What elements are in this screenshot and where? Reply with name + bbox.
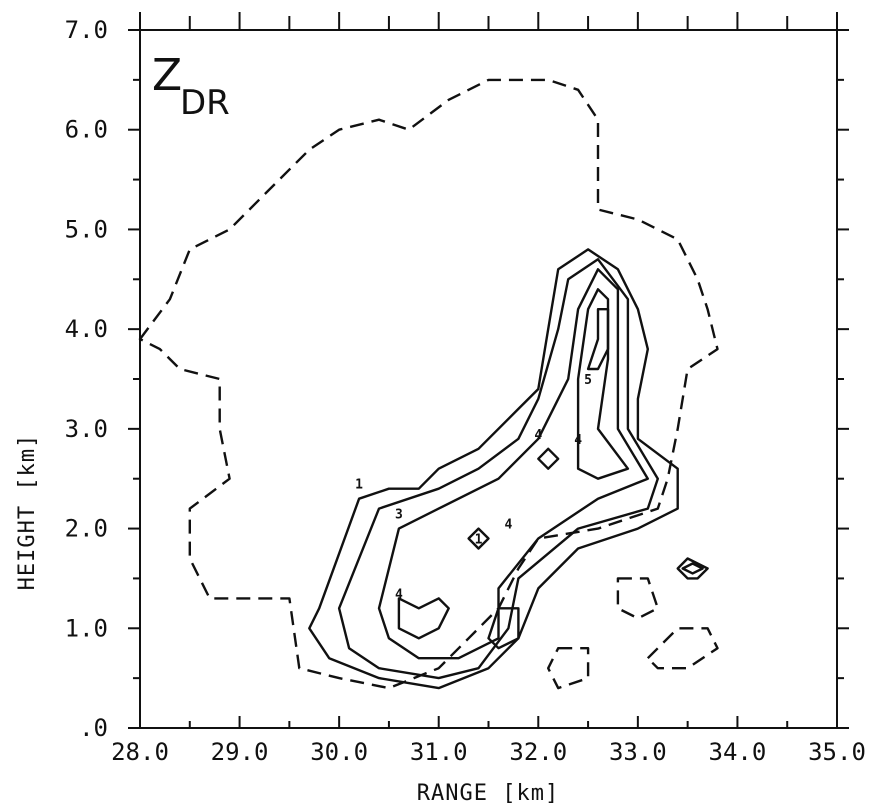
contour-level-0-dashed [646, 627, 719, 670]
contour-level-4-solid [487, 607, 520, 650]
contour-label: 4 [574, 433, 582, 448]
tick-marks [128, 12, 849, 729]
x-tick-label: 30.0 [310, 738, 368, 766]
contour-lines [138, 78, 719, 690]
contour-level-5-solid [681, 562, 704, 575]
contour-level-labels: 1 3 4 1 4 4 4 5 [355, 373, 592, 602]
x-tick-label: 33.0 [609, 738, 667, 766]
contour-label: 4 [534, 428, 542, 443]
x-tick-label: 35.0 [808, 738, 866, 766]
contour-level-3-solid [377, 268, 649, 660]
y-axis-title: HEIGHT [km] [15, 434, 40, 591]
y-tick-label: 3.0 [65, 415, 108, 443]
contour-level-2-solid [337, 258, 659, 680]
contour-level-1-solid [308, 248, 679, 690]
contour-level-0-dashed [616, 577, 659, 620]
y-tick-label: 1.0 [65, 614, 108, 642]
contour-label: 1 [475, 533, 483, 548]
plot-frame [139, 29, 838, 729]
contour-level-4-solid [676, 557, 709, 580]
y-tick-label: 7.0 [65, 16, 108, 44]
contour-level-4-solid [397, 597, 450, 640]
y-tick-label: .0 [79, 714, 108, 742]
y-tick-label: 5.0 [65, 215, 108, 243]
contour-label: 5 [584, 373, 592, 388]
y-tick-label: 4.0 [65, 315, 108, 343]
y-tick-labels: .0 1.0 2.0 3.0 4.0 5.0 6.0 7.0 [65, 16, 108, 742]
x-tick-label: 29.0 [211, 738, 269, 766]
panel-label-main: Z [152, 50, 182, 101]
contour-label: 4 [395, 587, 403, 602]
contour-level-0-dashed [138, 78, 719, 690]
contour-level-0-dashed [547, 647, 590, 690]
contour-level-4-solid [467, 527, 490, 550]
contour-label: 1 [355, 478, 363, 493]
contour-label: 4 [505, 518, 513, 533]
x-tick-label: 31.0 [410, 738, 468, 766]
x-axis-title: RANGE [km] [417, 781, 559, 803]
contour-level-5-solid [586, 308, 610, 371]
contour-label: 3 [395, 508, 403, 523]
x-tick-labels: 28.0 29.0 30.0 31.0 32.0 33.0 34.0 35.0 [111, 738, 866, 766]
x-tick-label: 32.0 [509, 738, 567, 766]
x-tick-label: 34.0 [709, 738, 767, 766]
panel-label-subscript: DR [180, 83, 230, 123]
y-tick-label: 6.0 [65, 116, 108, 144]
contour-level-4-solid [537, 447, 560, 470]
y-tick-label: 2.0 [65, 515, 108, 543]
x-tick-label: 28.0 [111, 738, 169, 766]
